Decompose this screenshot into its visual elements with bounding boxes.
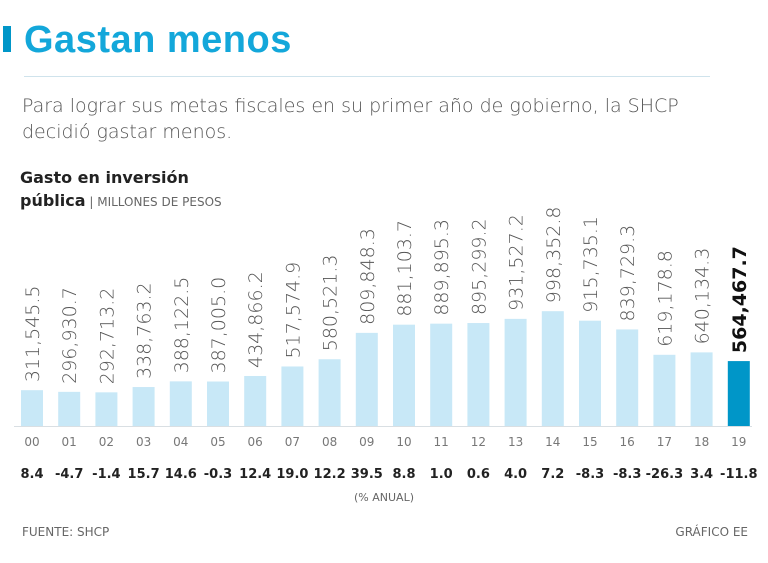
annual-change-02: -1.4	[92, 467, 120, 482]
x-tick-label-15: 15	[582, 435, 597, 449]
bar-07	[281, 366, 304, 426]
bar-11	[430, 323, 453, 426]
x-tick-label-17: 17	[657, 435, 672, 449]
annual-change-19: -11.8	[720, 467, 757, 482]
chart-title: Gasto en inversión	[20, 168, 189, 187]
annual-change-07: 19.0	[276, 467, 308, 482]
annual-change-15: -8.3	[576, 467, 604, 482]
value-label-17: 619,178.8	[654, 250, 676, 347]
bar-12	[467, 323, 490, 426]
annual-change-03: 15.7	[128, 467, 160, 482]
page-title: Gastan menos	[24, 19, 292, 61]
bar-14	[541, 311, 564, 426]
bar-04	[169, 381, 192, 426]
value-label-02: 292,713.2	[96, 288, 118, 385]
chart-title-separator: |	[85, 195, 98, 209]
bar-18	[690, 352, 713, 426]
x-tick-label-04: 04	[173, 435, 188, 449]
x-tick-label-00: 00	[24, 435, 39, 449]
bar-19	[727, 361, 750, 426]
bar-03	[132, 387, 155, 426]
bar-15	[579, 320, 601, 426]
x-tick-label-19: 19	[731, 435, 746, 449]
x-tick-label-01: 01	[62, 435, 77, 449]
value-label-11: 889,895.3	[431, 219, 453, 316]
source-note: FUENTE: SHCP	[22, 525, 110, 539]
title-accent-bar	[3, 26, 11, 52]
x-tick-label-02: 02	[99, 435, 114, 449]
annual-change-13: 4.0	[504, 467, 527, 482]
bar-13	[504, 318, 527, 426]
annual-change-06: 12.4	[239, 467, 271, 482]
chart-title-bold: pública	[20, 191, 86, 210]
x-tick-label-18: 18	[694, 435, 709, 449]
value-label-12: 895,299.2	[468, 218, 490, 315]
annual-change-12: 0.6	[467, 467, 490, 482]
x-tick-label-11: 11	[434, 435, 449, 449]
x-tick-label-07: 07	[285, 435, 300, 449]
bar-09	[355, 332, 378, 426]
x-tick-label-03: 03	[136, 435, 151, 449]
bar-02	[95, 392, 118, 426]
value-label-01: 296,930.7	[59, 287, 81, 384]
value-label-15: 915,735.1	[580, 216, 602, 313]
annual-change-09: 39.5	[351, 467, 383, 482]
annual-change-11: 1.0	[430, 467, 453, 482]
value-label-07: 517,574.9	[282, 262, 304, 359]
bar-10	[393, 324, 415, 426]
bar-06	[244, 375, 267, 426]
title-divider	[24, 76, 710, 77]
value-label-00: 311,545.5	[22, 285, 44, 382]
value-label-14: 998,352.8	[543, 206, 565, 303]
x-tick-label-09: 09	[359, 435, 374, 449]
bar-00	[21, 390, 43, 426]
annual-change-05: -0.3	[204, 467, 232, 482]
annual-change-00: 8.4	[20, 467, 43, 482]
bar-08	[318, 359, 341, 426]
annual-change-axis-label: (% ANUAL)	[354, 491, 414, 504]
value-label-06: 434,866.2	[245, 271, 267, 368]
annual-change-14: 7.2	[541, 467, 564, 482]
graphic-credit: GRÁFICO EE	[675, 525, 748, 539]
value-label-05: 387,005.0	[208, 277, 230, 374]
x-tick-label-05: 05	[210, 435, 225, 449]
x-tick-label-08: 08	[322, 435, 337, 449]
annual-change-18: 3.4	[690, 467, 713, 482]
bar-17	[653, 354, 676, 426]
x-tick-label-10: 10	[396, 435, 411, 449]
value-label-16: 839,729.3	[617, 225, 639, 322]
value-label-04: 388,122.5	[171, 277, 193, 374]
value-label-08: 580,521.3	[320, 255, 342, 352]
value-label-10: 881,103.7	[394, 220, 416, 317]
annual-change-17: -26.3	[646, 467, 683, 482]
annual-change-01: -4.7	[55, 467, 83, 482]
bar-16	[616, 329, 639, 426]
value-label-09: 809,848.3	[357, 228, 379, 325]
chart-unit-label: MILLONES DE PESOS	[97, 195, 222, 209]
page-subtitle: Para lograr sus metas fiscales en su pri…	[22, 95, 679, 143]
bar-05	[207, 381, 229, 426]
x-tick-label-06: 06	[248, 435, 263, 449]
annual-change-16: -8.3	[613, 467, 641, 482]
value-label-18: 640,134.3	[692, 248, 714, 345]
chart-title-second-line: pública | MILLONES DE PESOS	[20, 191, 222, 210]
annual-change-10: 8.8	[392, 467, 415, 482]
x-tick-label-13: 13	[508, 435, 523, 449]
x-tick-label-12: 12	[471, 435, 486, 449]
x-tick-label-14: 14	[545, 435, 560, 449]
x-tick-label-16: 16	[620, 435, 635, 449]
value-label-03: 338,763.2	[134, 282, 156, 379]
value-label-19: 564,467.7	[729, 246, 751, 353]
bar-01	[58, 391, 81, 426]
annual-change-04: 14.6	[165, 467, 197, 482]
value-label-13: 931,527.2	[506, 214, 528, 311]
annual-change-08: 12.2	[314, 467, 346, 482]
